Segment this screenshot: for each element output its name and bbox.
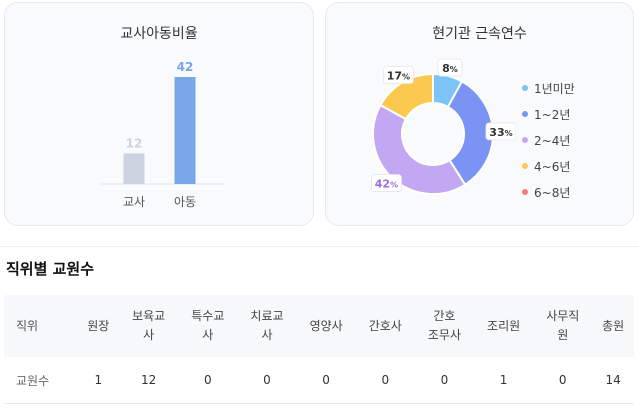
legend-item: 1년미만	[522, 75, 575, 101]
bar-chart: 12 교사 42 아동	[101, 60, 225, 209]
legend-item: 4~6년	[522, 153, 575, 179]
table-header-cell: 조리원	[474, 295, 534, 357]
legend-label: 6~8년	[534, 185, 571, 200]
table-header-cell: 원장	[77, 295, 120, 357]
legend-dot-icon	[522, 137, 528, 143]
table-header-cell: 특수교 사	[178, 295, 238, 357]
table-header-cell: 치료교 사	[237, 295, 297, 357]
table-header-cell: 직위	[4, 295, 78, 357]
svg-text:33%: 33%	[489, 126, 512, 139]
table-row: 교원수 1 12 0 0 0 0 0 1 0 14	[4, 357, 634, 404]
donut-chart-title: 현기관 근속연수	[432, 26, 527, 42]
legend-label: 1~2년	[534, 107, 571, 122]
bar-value-label: 12	[126, 136, 143, 150]
staff-by-position-title: 직위별 교원수	[6, 260, 95, 278]
table-header-cell: 보육교 사	[119, 295, 179, 357]
legend-item: 2~4년	[522, 127, 575, 153]
svg-text:8%: 8%	[442, 62, 458, 75]
donut-value-label: 17%	[382, 66, 414, 84]
bar-chart-title: 교사아동비율	[120, 26, 198, 42]
bar-category-label: 아동	[174, 195, 196, 209]
bar-value-label: 42	[177, 60, 194, 74]
bar-category-label: 교사	[123, 195, 145, 209]
table-cell: 12	[119, 357, 179, 404]
table-cell: 0	[533, 357, 593, 404]
table-cell: 1	[474, 357, 534, 404]
table-header-cell: 간호 조무사	[414, 295, 475, 357]
legend-label: 2~4년	[534, 133, 571, 148]
table-cell: 0	[178, 357, 238, 404]
legend-dot-icon	[522, 163, 528, 169]
table-header-cell: 총원	[592, 295, 634, 357]
legend-dot-icon	[522, 189, 528, 195]
table-header-cell: 간호사	[355, 295, 415, 357]
table-cell: 0	[414, 357, 475, 404]
legend-dot-icon	[522, 85, 528, 91]
donut-slice-3	[379, 72, 434, 121]
donut-slice-2	[372, 103, 467, 195]
table-cell: 0	[296, 357, 356, 404]
legend-label: 1년미만	[534, 81, 575, 96]
tenure-card: 현기관 근속연수 8% 33% 42% 17% 1년미만 1~2년 2~4년 4~6년 6~8…	[325, 2, 634, 226]
donut-value-label: 42%	[371, 174, 402, 192]
table-cell: 14	[592, 357, 634, 404]
donut-value-label: 33%	[485, 122, 516, 141]
donut-legend: 1년미만 1~2년 2~4년 4~6년 6~8년	[522, 75, 575, 205]
legend-label: 4~6년	[534, 159, 571, 174]
donut-chart: 8% 33% 42% 17%	[371, 58, 516, 195]
table-header-row: 직위 원장 보육교 사 특수교 사 치료교 사 영양사 간호사 간호 조무사 조리원 사무직 원 총원	[4, 295, 634, 357]
bar-1	[174, 77, 196, 184]
svg-text:17%: 17%	[387, 69, 410, 82]
donut-slice-1	[446, 80, 494, 187]
legend-item: 1~2년	[522, 101, 575, 127]
table-header-cell: 영양사	[296, 295, 356, 357]
table-header-cell: 사무직 원	[533, 295, 593, 357]
section-divider	[0, 246, 639, 247]
row-label: 교원수	[4, 357, 78, 404]
table-cell: 0	[355, 357, 415, 404]
table-cell: 0	[237, 357, 297, 404]
svg-text:42%: 42%	[375, 178, 398, 191]
legend-dot-icon	[522, 111, 528, 117]
bar-0	[123, 153, 145, 184]
teacher-child-ratio-card: 교사아동비율 12 교사 42 아동	[4, 2, 314, 226]
legend-item: 6~8년	[522, 179, 575, 205]
table-cell: 1	[77, 357, 120, 404]
donut-value-label: 8%	[437, 58, 463, 77]
staff-table: 직위 원장 보육교 사 특수교 사 치료교 사 영양사 간호사 간호 조무사 조리원 사무직 원 총원 교원수…	[4, 295, 634, 404]
